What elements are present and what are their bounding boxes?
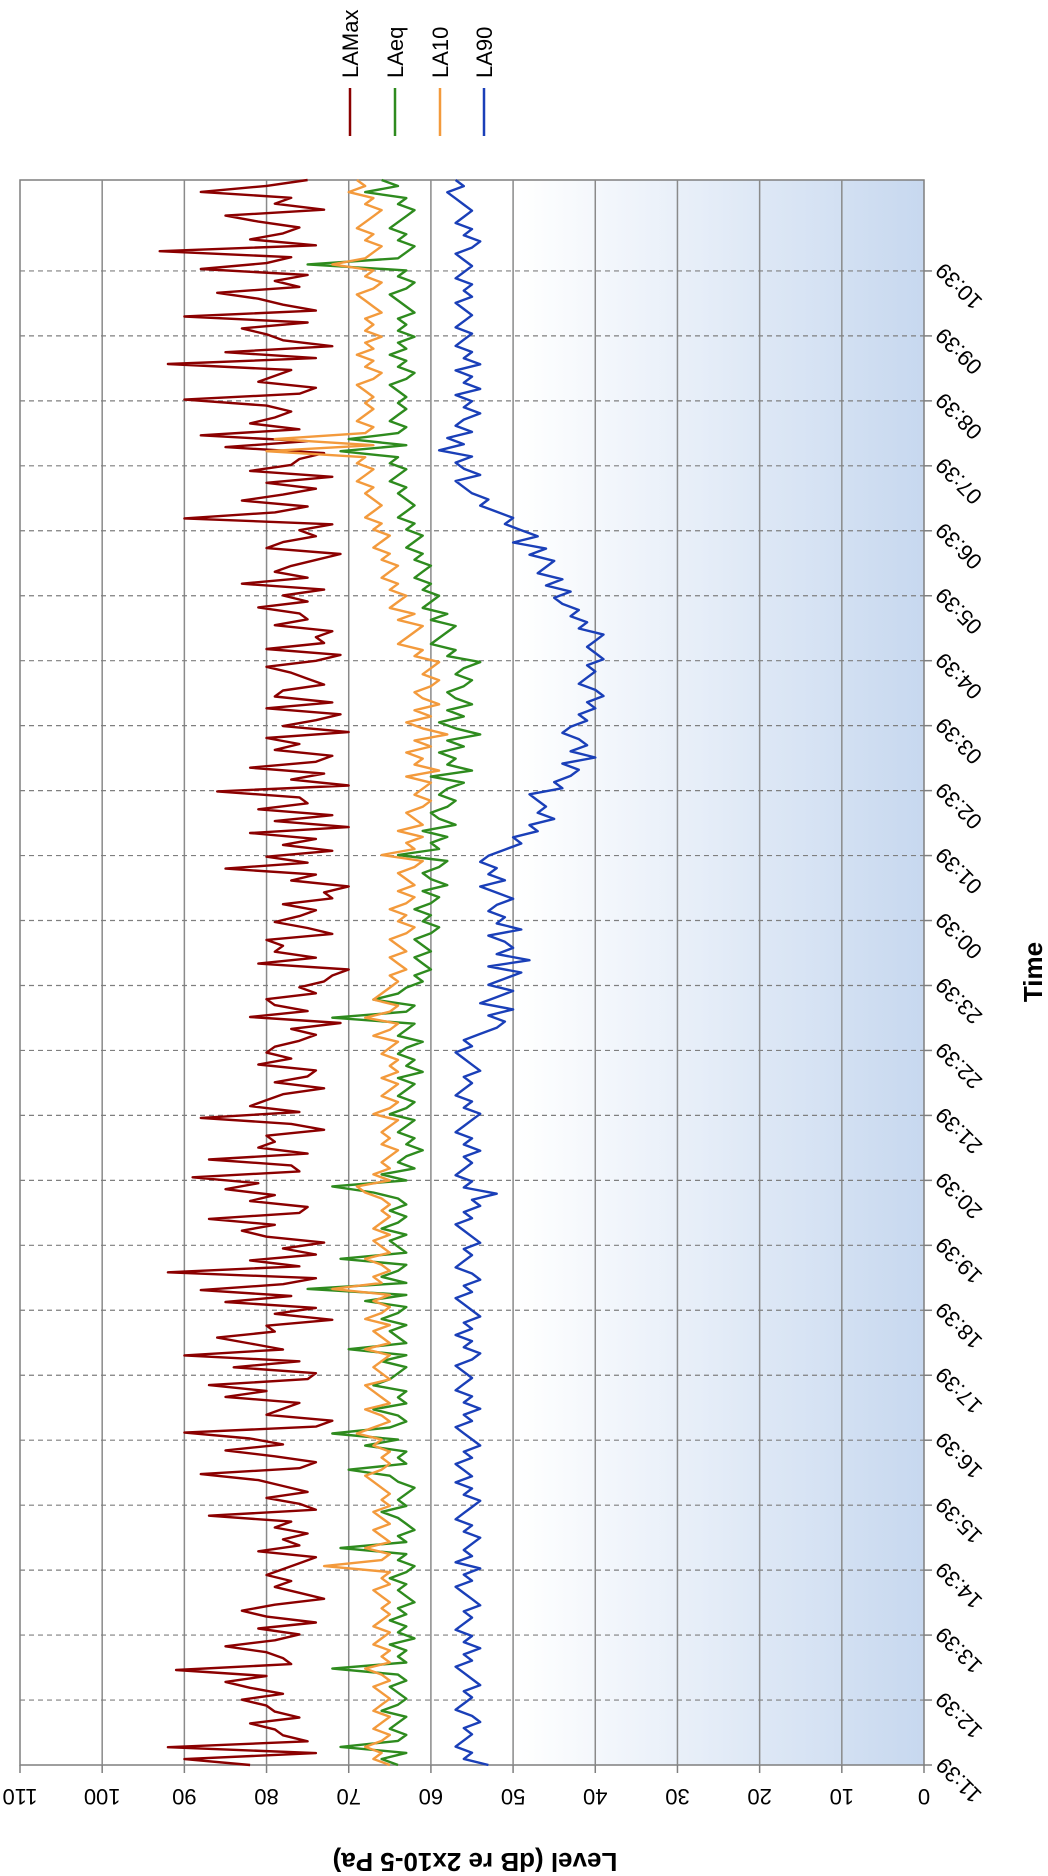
xtick-label: 02:39 (930, 778, 987, 835)
xtick-label: 21:39 (930, 1102, 987, 1159)
xtick-label: 04:39 (930, 648, 987, 705)
x-axis-ticks: 11:39 12:39 13:39 14:39 15:39 16:39 17:39 18:39… (924, 258, 987, 1808)
legend-label-la10: LA10 (428, 27, 453, 78)
xtick-label: 01:39 (930, 843, 987, 900)
ytick-label: 20 (747, 1784, 771, 1809)
xtick-label: 12:39 (930, 1687, 987, 1744)
xtick-label: 10:39 (930, 258, 987, 315)
xtick-label: 18:39 (930, 1297, 987, 1354)
xtick-label: 05:39 (930, 583, 987, 640)
x-axis-title: Time (1018, 942, 1048, 1002)
series-line-la10 (265, 179, 449, 1767)
xtick-label: 06:39 (930, 518, 987, 575)
xtick-label: 19:39 (930, 1232, 987, 1289)
ytick-label: 110 (2, 1784, 37, 1809)
ytick-label: 10 (830, 1784, 854, 1809)
xtick-label: 22:39 (930, 1037, 987, 1094)
legend-label-laeq: LAeq (383, 27, 408, 78)
xtick-label: 17:39 (930, 1362, 987, 1419)
plot-area (19, 179, 925, 1766)
series-line-laeq (306, 178, 482, 1767)
legend-label-la90: LA90 (472, 27, 497, 78)
ytick-label: 70 (336, 1784, 360, 1809)
xtick-label: 20:39 (930, 1167, 987, 1224)
xtick-label: 00:39 (930, 908, 987, 965)
xtick-label: 16:39 (930, 1427, 987, 1484)
y-axis-title: Level (dB re 2x10-5 Pa) (333, 1847, 618, 1876)
ytick-label: 30 (665, 1784, 689, 1809)
ytick-label: 40 (583, 1784, 607, 1809)
ytick-label: 100 (84, 1784, 121, 1809)
series-line-la90 (437, 179, 605, 1767)
xtick-label: 13:39 (930, 1622, 987, 1679)
series-lines (158, 178, 605, 1767)
xtick-label: 15:39 (930, 1492, 987, 1549)
ytick-label: 50 (501, 1784, 525, 1809)
xtick-label: 09:39 (930, 323, 987, 380)
series-line-lamax (158, 178, 350, 1767)
xtick-label: 07:39 (930, 453, 987, 510)
legend-label-lamax: LAMax (338, 10, 363, 78)
ytick-label: 90 (172, 1784, 196, 1809)
xtick-label: 11:39 (931, 1753, 986, 1808)
xtick-label: 03:39 (930, 713, 987, 770)
y-axis-ticks: 0 10 20 30 40 50 60 70 80 90 100 110 (2, 1765, 930, 1809)
xtick-label: 23:39 (930, 972, 987, 1029)
xtick-label: 08:39 (930, 388, 987, 445)
xtick-label: 14:39 (930, 1557, 987, 1614)
ytick-label: 80 (254, 1784, 278, 1809)
ytick-label: 60 (419, 1784, 443, 1809)
ytick-label: 0 (918, 1784, 930, 1809)
legend: LAMax LAeq LA10 LA90 (338, 10, 497, 136)
